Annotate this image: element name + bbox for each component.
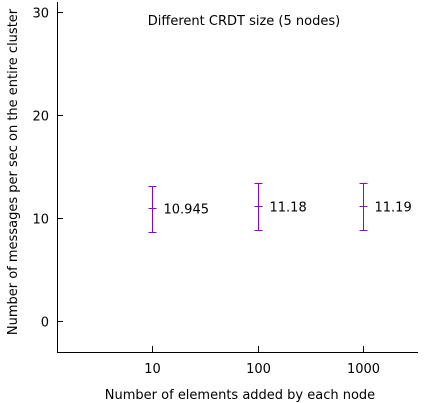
y-tick-label: 30 [32,7,49,22]
y-tick-label: 10 [32,213,49,228]
axes: 0 10 20 30 10 100 1000 [32,2,418,377]
data-label: 10.945 [164,203,210,218]
data-marks: 10.945 11.18 11.19 [148,183,412,233]
error-bar-point [359,183,368,231]
error-bar-point [148,186,157,233]
x-tick-label: 10 [144,362,161,377]
data-label: 11.18 [270,201,307,216]
data-label: 11.19 [375,201,412,216]
error-bar-point [254,183,263,231]
x-axis-title: Number of elements added by each node [105,388,375,403]
y-tick-label: 20 [32,110,49,125]
y-tick-label: 0 [41,316,49,331]
chart-title: Different CRDT size (5 nodes) [148,14,340,29]
x-tick-label: 100 [246,362,271,377]
y-axis-title: Number of messages per sec on the entire… [6,8,21,335]
x-tick-label: 1000 [347,362,380,377]
